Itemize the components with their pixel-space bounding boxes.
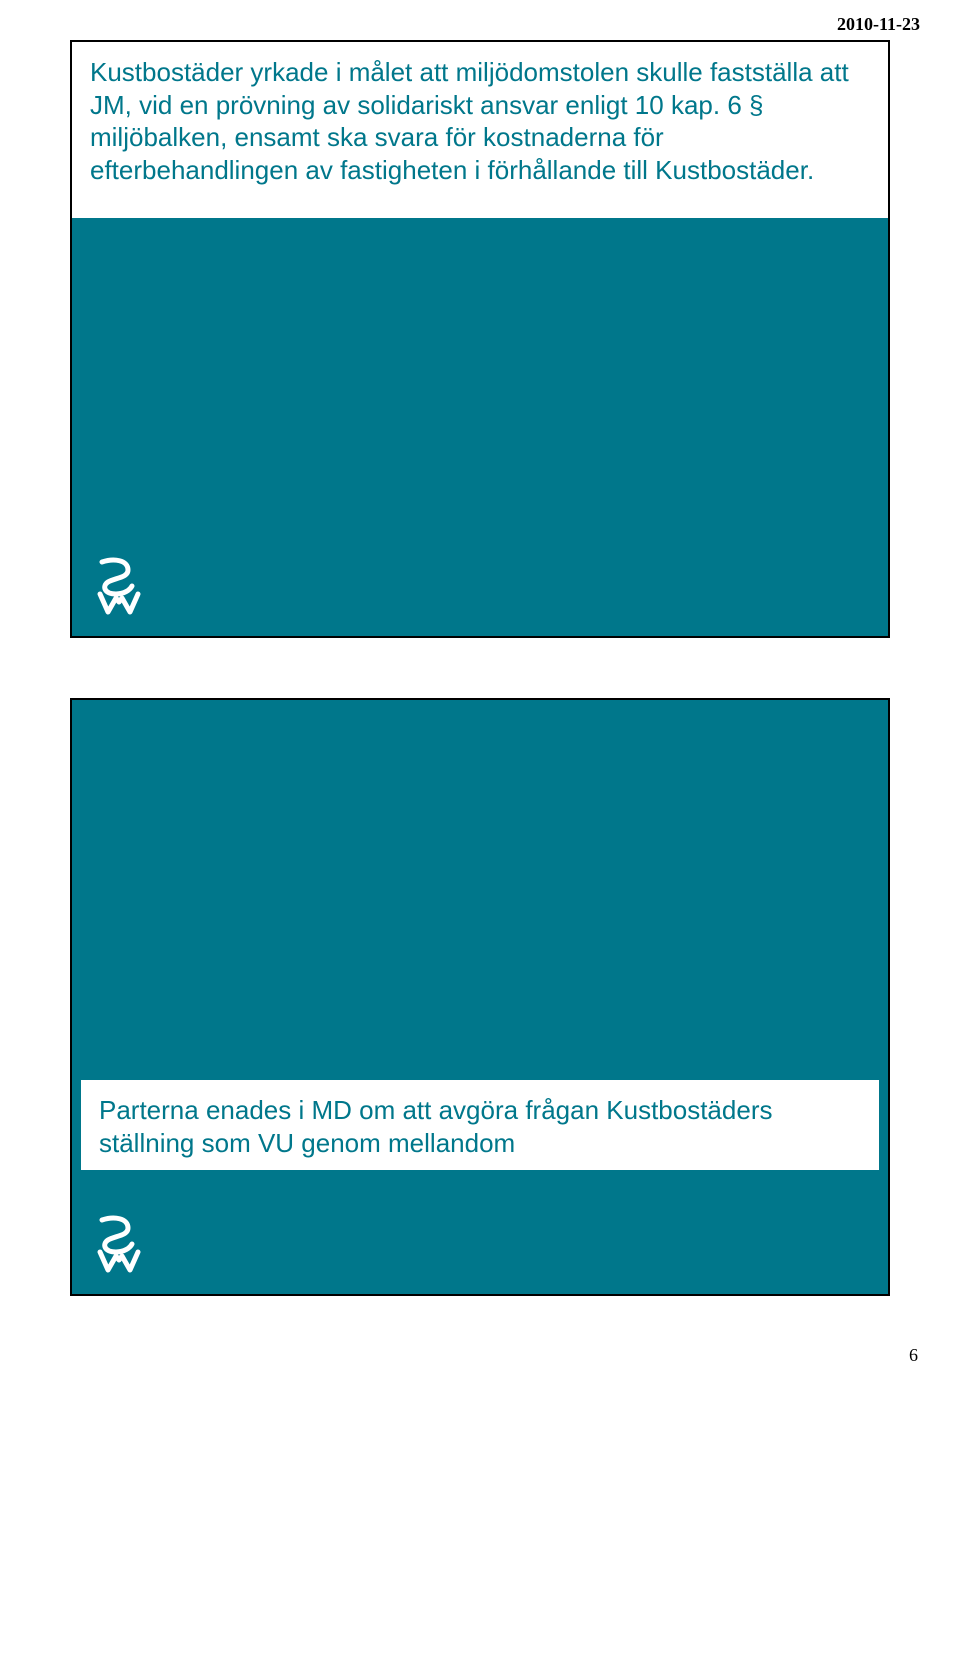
sw-logo-icon — [92, 1212, 146, 1274]
slide-2: Parterna enades i MD om att avgöra fråga… — [70, 698, 890, 1296]
slide-1-background: Kustbostäder yrkade i målet att miljödom… — [72, 42, 888, 636]
sw-logo-icon — [92, 554, 146, 616]
slide-2-background: Parterna enades i MD om att avgöra fråga… — [72, 700, 888, 1294]
slide-1: Kustbostäder yrkade i målet att miljödom… — [70, 40, 890, 638]
page-container: 2010-11-23 Kustbostäder yrkade i målet a… — [0, 0, 960, 1386]
slide-1-text: Kustbostäder yrkade i målet att miljödom… — [90, 57, 849, 185]
slide-2-textbox: Parterna enades i MD om att avgöra fråga… — [81, 1080, 879, 1170]
slide-1-textbox: Kustbostäder yrkade i målet att miljödom… — [72, 42, 888, 218]
page-number: 6 — [909, 1345, 918, 1366]
slide-2-text: Parterna enades i MD om att avgöra fråga… — [99, 1095, 772, 1158]
date-header: 2010-11-23 — [837, 14, 920, 35]
